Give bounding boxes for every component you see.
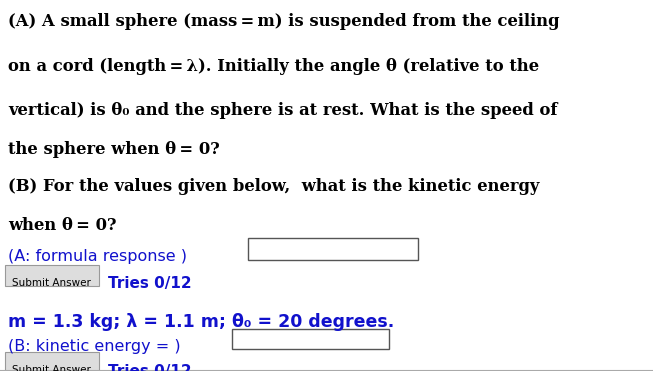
Text: (B: kinetic energy = ): (B: kinetic energy = ) <box>8 339 180 354</box>
FancyBboxPatch shape <box>5 352 99 371</box>
Text: Tries 0/12: Tries 0/12 <box>108 364 191 371</box>
Text: (A) A small sphere (mass = m) is suspended from the ceiling: (A) A small sphere (mass = m) is suspend… <box>8 13 560 30</box>
Text: (A: formula response ): (A: formula response ) <box>8 249 187 264</box>
Text: Submit Answer: Submit Answer <box>12 278 91 288</box>
Text: vertical) is θ₀ and the sphere is at rest. What is the speed of: vertical) is θ₀ and the sphere is at res… <box>8 102 558 119</box>
Bar <box>232 329 389 349</box>
Text: on a cord (length = λ). Initially the angle θ (relative to the: on a cord (length = λ). Initially the an… <box>8 58 539 75</box>
Text: when θ = 0?: when θ = 0? <box>8 217 116 234</box>
Text: Submit Answer: Submit Answer <box>12 365 91 371</box>
Text: m = 1.3 kg; λ = 1.1 m; θ₀ = 20 degrees.: m = 1.3 kg; λ = 1.1 m; θ₀ = 20 degrees. <box>8 313 394 332</box>
Text: the sphere when θ = 0?: the sphere when θ = 0? <box>8 141 219 158</box>
FancyBboxPatch shape <box>5 265 99 286</box>
Text: Tries 0/12: Tries 0/12 <box>108 276 191 290</box>
Text: (B) For the values given below,  what is the kinetic energy: (B) For the values given below, what is … <box>8 178 539 195</box>
Bar <box>248 238 418 260</box>
